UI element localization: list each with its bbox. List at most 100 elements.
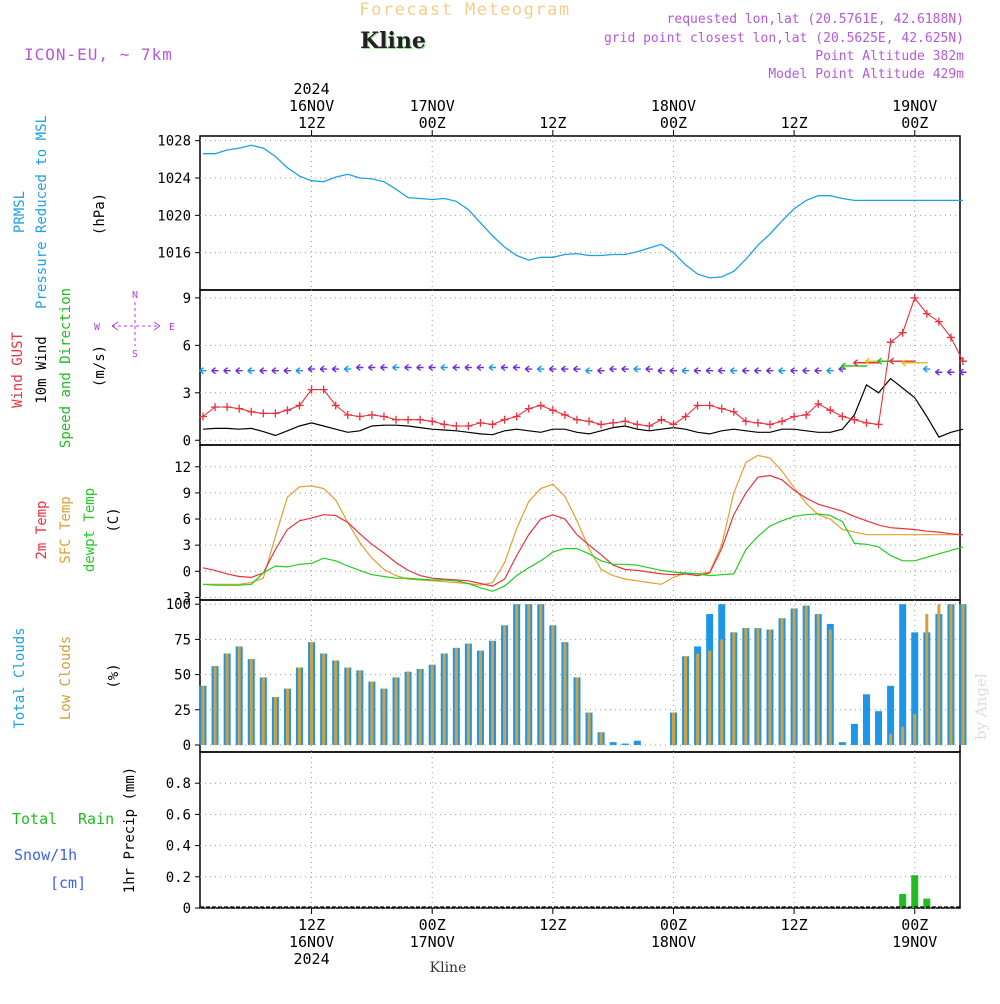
low-clouds-bar — [213, 666, 217, 745]
low-clouds-bar — [708, 650, 712, 745]
wind-direction-arrow — [283, 367, 291, 375]
wind-direction-arrow — [853, 359, 880, 367]
low-clouds-bar — [466, 643, 470, 745]
gust-marker — [223, 403, 232, 412]
total-clouds-bar — [887, 685, 895, 745]
temp-frame — [199, 444, 961, 601]
gust-marker — [862, 418, 871, 427]
wind-direction-arrow — [741, 367, 750, 375]
wind-ytick-label: 9 — [183, 291, 191, 307]
wind-direction-arrow — [199, 367, 207, 375]
total-clouds-bar — [838, 742, 846, 745]
low-clouds-bar — [949, 604, 953, 745]
wind-direction-arrow — [211, 367, 219, 375]
credit-watermark: by Angel — [972, 673, 990, 740]
gust-marker — [959, 357, 967, 366]
gust-marker — [247, 407, 256, 416]
wind-direction-arrow — [536, 365, 545, 373]
gust-marker — [850, 415, 859, 424]
precip-label-snow: Snow/1h — [14, 846, 77, 864]
low-clouds-bar — [732, 632, 736, 745]
clouds-label-total: Total Clouds — [12, 627, 28, 728]
temp-ytick-label: 6 — [183, 512, 191, 528]
total-clouds-bar — [633, 740, 641, 745]
wind-direction-arrow — [609, 365, 617, 373]
wind-direction-arrow — [548, 365, 557, 373]
low-clouds-bar — [298, 667, 302, 745]
pressure-line — [203, 144, 963, 279]
requested-coords: requested lon,lat (20.5761E, 42.6188N) — [667, 12, 964, 27]
rain-bar — [923, 898, 931, 908]
wind-direction-arrow — [331, 365, 340, 373]
low-clouds-bar — [816, 614, 820, 745]
location-title: Kline — [360, 28, 426, 54]
gust-marker — [681, 412, 690, 421]
low-clouds-bar — [720, 639, 724, 745]
total-clouds-bar — [862, 694, 870, 745]
wind-speed-line — [202, 377, 964, 438]
gust-marker — [331, 401, 340, 410]
wind-direction-arrow — [476, 363, 484, 372]
wind-direction-arrow — [717, 367, 726, 375]
gust-marker — [392, 415, 401, 424]
low-clouds-bar — [261, 677, 265, 745]
gust-marker — [802, 410, 811, 419]
gust-marker — [741, 417, 750, 426]
wind-direction-arrow — [392, 363, 400, 372]
gust-marker — [343, 410, 352, 419]
wind-direction-arrow — [814, 367, 822, 375]
precip-ytick-label: 0.8 — [166, 776, 191, 792]
gust-marker — [271, 409, 280, 418]
pressure-ytick-label: 1028 — [157, 134, 191, 150]
gust-marker — [705, 401, 714, 410]
gust-marker — [597, 420, 606, 429]
top-xtick-label: 18NOV — [651, 97, 696, 115]
low-clouds-bar — [503, 625, 507, 745]
low-clouds-bar — [744, 628, 748, 745]
wind-label-10m: 10m Wind — [34, 336, 50, 403]
precip-ytick-label: 0 — [183, 901, 191, 917]
gust-marker — [548, 406, 557, 415]
low-clouds-bar — [696, 653, 700, 745]
pressure-frame — [199, 135, 961, 291]
low-clouds-bar — [237, 646, 241, 745]
wind-direction-arrow — [416, 363, 424, 372]
wind-direction-arrow — [488, 363, 497, 372]
gust-marker — [934, 317, 943, 326]
low-clouds-bar — [780, 618, 784, 745]
wind-direction-arrow — [295, 367, 304, 375]
low-clouds-bar — [937, 604, 941, 745]
gust-marker — [404, 415, 413, 424]
wind-ytick-label: 6 — [183, 338, 191, 354]
low-clouds-bar — [406, 671, 410, 745]
temp-ytick-label: 3 — [183, 538, 191, 554]
gust-marker — [693, 401, 702, 410]
wind-ytick-label: 3 — [183, 386, 191, 402]
wind-direction-arrow — [901, 359, 928, 367]
wind-direction-arrow — [247, 367, 255, 375]
low-clouds-bar — [201, 685, 205, 745]
gust-marker — [814, 399, 823, 408]
bottom-xtick-label: 00Z — [660, 916, 687, 934]
wind-unit: (m/s) — [92, 345, 108, 387]
gust-marker — [355, 412, 364, 421]
rain-bar — [899, 893, 907, 908]
wind-direction-arrow — [889, 357, 916, 365]
low-clouds-bar — [491, 640, 495, 745]
gust-marker — [416, 415, 425, 424]
pressure-ytick-label: 1020 — [157, 208, 191, 224]
temp-ytick-label: -3 — [174, 590, 191, 606]
wind-direction-arrow — [319, 365, 328, 373]
wind-direction-arrow — [669, 367, 677, 375]
gust-marker — [235, 404, 244, 413]
low-clouds-bar — [575, 677, 579, 745]
gust-marker — [211, 403, 220, 412]
wind-direction-arrow — [585, 367, 593, 375]
low-clouds-bar — [454, 647, 458, 745]
low-clouds-bar — [334, 660, 338, 745]
bottom-xtick-label: 2024 — [294, 950, 330, 968]
clouds-ytick-label: 25 — [174, 703, 191, 719]
bottom-xtick-label: 12Z — [298, 916, 325, 934]
wind-direction-arrow — [826, 367, 834, 375]
low-clouds-bar — [563, 642, 567, 745]
